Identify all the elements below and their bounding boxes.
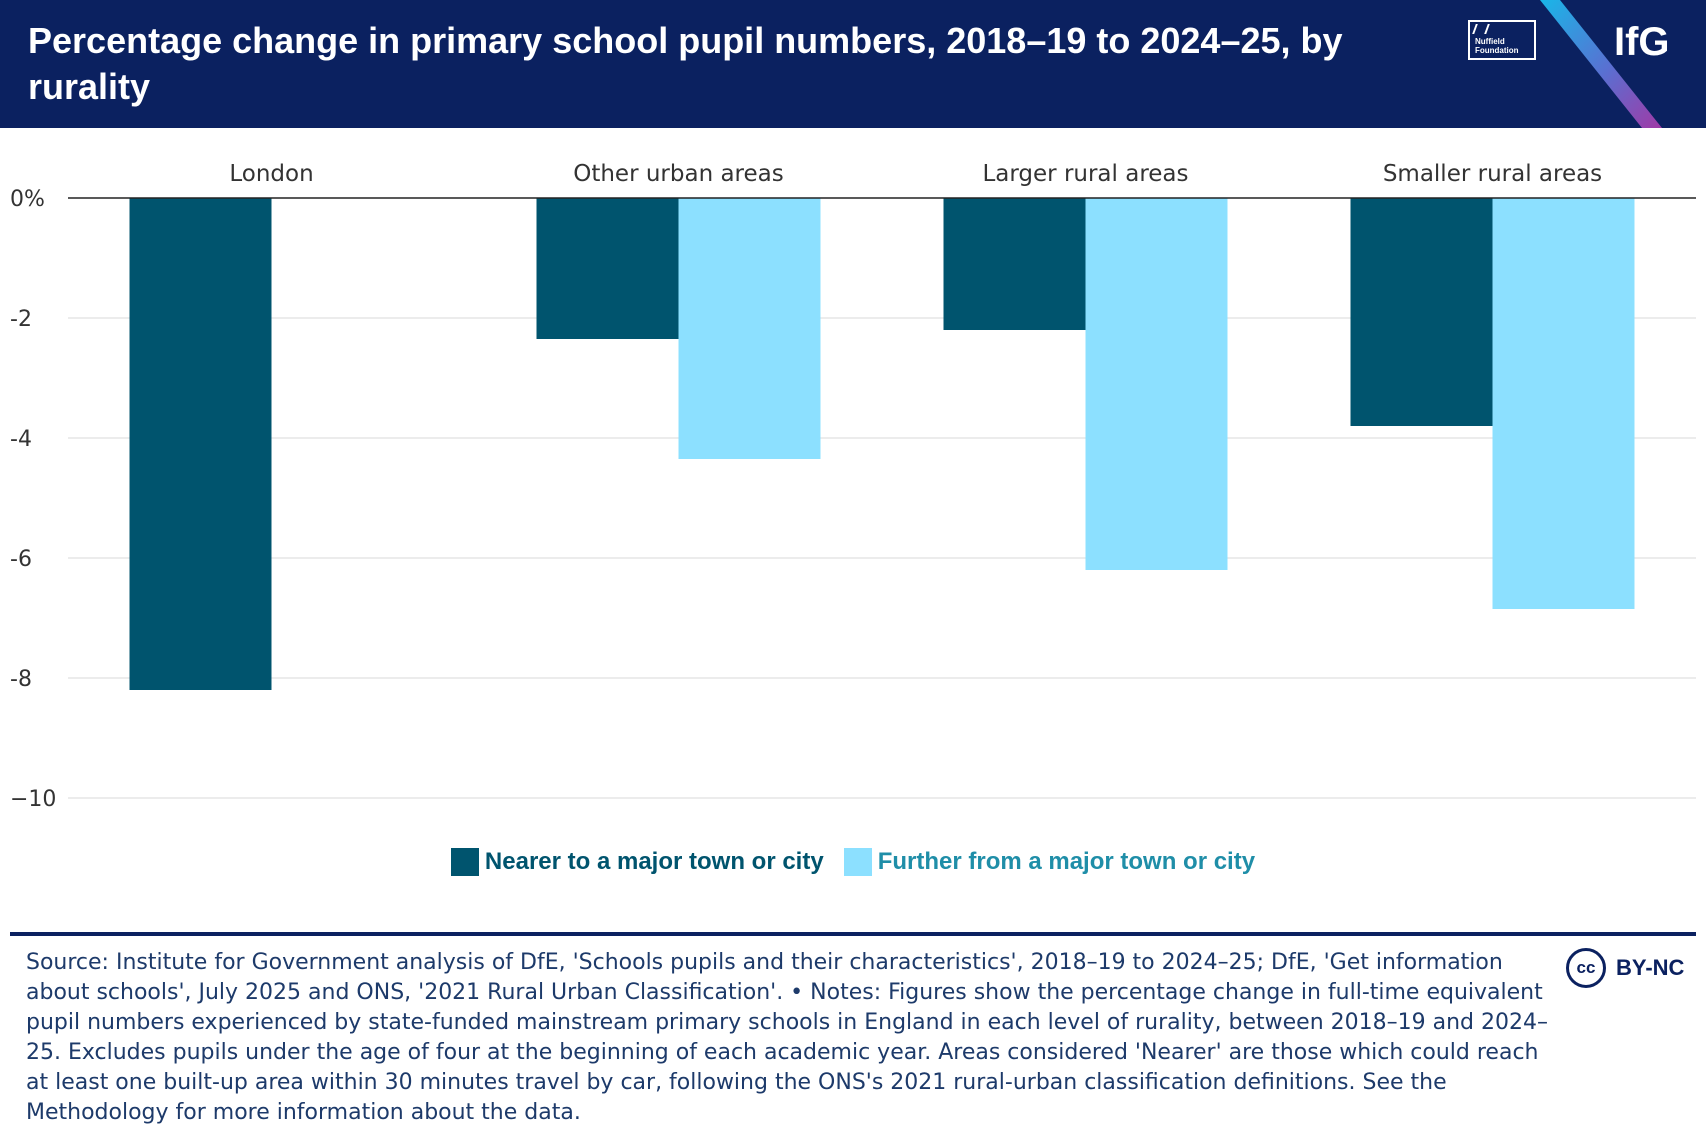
header-bar: Percentage change in primary school pupi… [0, 0, 1706, 128]
bar-nearer [536, 198, 679, 339]
category-label: Other urban areas [573, 161, 784, 187]
chart-legend: Nearer to a major town or city Further f… [0, 848, 1706, 876]
bar-nearer [1350, 198, 1493, 426]
license-badge[interactable]: cc BY-NC [1566, 948, 1684, 988]
creative-commons-icon: cc [1566, 948, 1606, 988]
y-tick-label: -8 [10, 667, 32, 692]
license-label: BY-NC [1616, 955, 1685, 980]
page-title: Percentage change in primary school pupi… [28, 20, 1343, 107]
legend-label-further: Further from a major town or city [877, 848, 1256, 875]
y-tick-label: -4 [10, 427, 32, 452]
bar-further [1085, 198, 1228, 570]
category-label: London [229, 161, 313, 187]
bar-nearer [943, 198, 1086, 330]
legend-item-further: Further from a major town or city [843, 848, 1256, 876]
nuffield-n-icon [1472, 24, 1490, 34]
bar-nearer [129, 198, 272, 690]
legend-swatch-nearer [450, 848, 479, 876]
ifg-logo: IfG [1614, 20, 1670, 64]
bar-further [1492, 198, 1635, 609]
legend-label-nearer: Nearer to a major town or city [484, 848, 824, 875]
y-tick-label: -6 [10, 547, 32, 572]
footer-divider [10, 932, 1696, 936]
legend-item-nearer: Nearer to a major town or city [450, 848, 824, 876]
category-label: Smaller rural areas [1383, 161, 1602, 187]
nuffield-foundation-logo: Nuffield Foundation [1468, 20, 1536, 60]
category-label: Larger rural areas [982, 161, 1188, 187]
y-tick-label: -2 [10, 307, 32, 332]
bar-further [678, 198, 821, 459]
source-notes: Source: Institute for Government analysi… [26, 950, 1548, 1125]
bar-chart: 0% -2 -4 -6 -8 −10 London Other urban areas Larg… [10, 161, 1696, 812]
legend-swatch-further [843, 848, 872, 876]
y-tick-label: 0% [10, 187, 45, 212]
nuffield-logo-text: Nuffield Foundation [1475, 37, 1519, 55]
y-tick-label: −10 [10, 787, 56, 812]
